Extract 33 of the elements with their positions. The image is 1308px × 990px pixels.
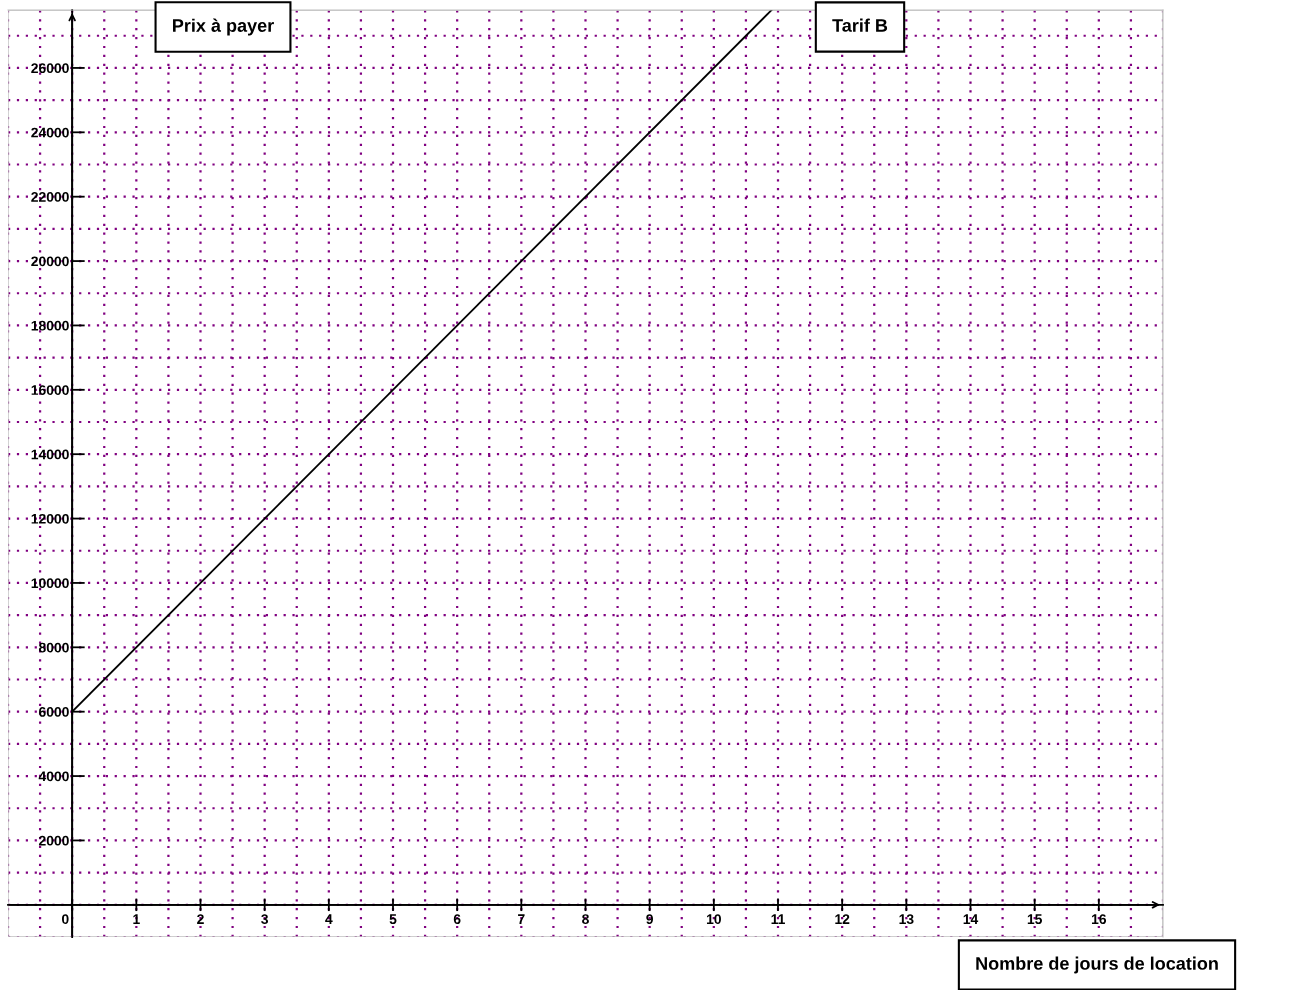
- x-tick-label: 10: [706, 914, 721, 925]
- x-tick-label: 5: [389, 914, 397, 925]
- x-tick-label: 13: [899, 914, 914, 925]
- text: Tarif B: [832, 18, 888, 32]
- x-tick-label: 2: [197, 914, 204, 924]
- y-tick-label: 14000: [31, 449, 69, 460]
- y-tick-label: 4000: [38, 771, 69, 782]
- y-tick-label: 18000: [31, 320, 69, 331]
- x-axis-title: Nombre de jours de location: [976, 956, 1218, 974]
- x-tick-label: 9: [646, 914, 654, 925]
- y-tick-label: 8000: [38, 642, 69, 653]
- x-tick-label: 16: [1091, 914, 1107, 925]
- y-tick-label: 6000: [39, 707, 69, 717]
- x-tick-label: 1: [133, 914, 140, 924]
- x-tick-label: 12: [835, 914, 850, 924]
- y-axis-title: Prix à payer: [173, 18, 274, 36]
- x-tick-label: 8: [582, 914, 589, 925]
- y-tick-label: 10000: [31, 578, 69, 589]
- y-tick-label: 2000: [38, 835, 69, 846]
- x-tick-label: 4: [325, 914, 333, 924]
- x-tick-label: 7: [518, 914, 525, 924]
- x-tick-label: 14: [963, 914, 979, 924]
- y-tick-label: 20000: [31, 256, 69, 267]
- x-tick-label: 15: [1027, 914, 1042, 925]
- y-tick-label: 16000: [31, 385, 69, 395]
- y-tick-label: 12000: [31, 513, 69, 524]
- x-tick-label: 11: [771, 914, 785, 924]
- x-tick-label: 3: [261, 914, 269, 925]
- y-tick-label: 24000: [31, 127, 69, 138]
- x-tick-label: 0: [61, 914, 69, 925]
- y-tick-label: 22000: [31, 192, 69, 202]
- x-tick-label: 6: [453, 914, 461, 925]
- y-tick-label: 26000: [31, 63, 69, 74]
